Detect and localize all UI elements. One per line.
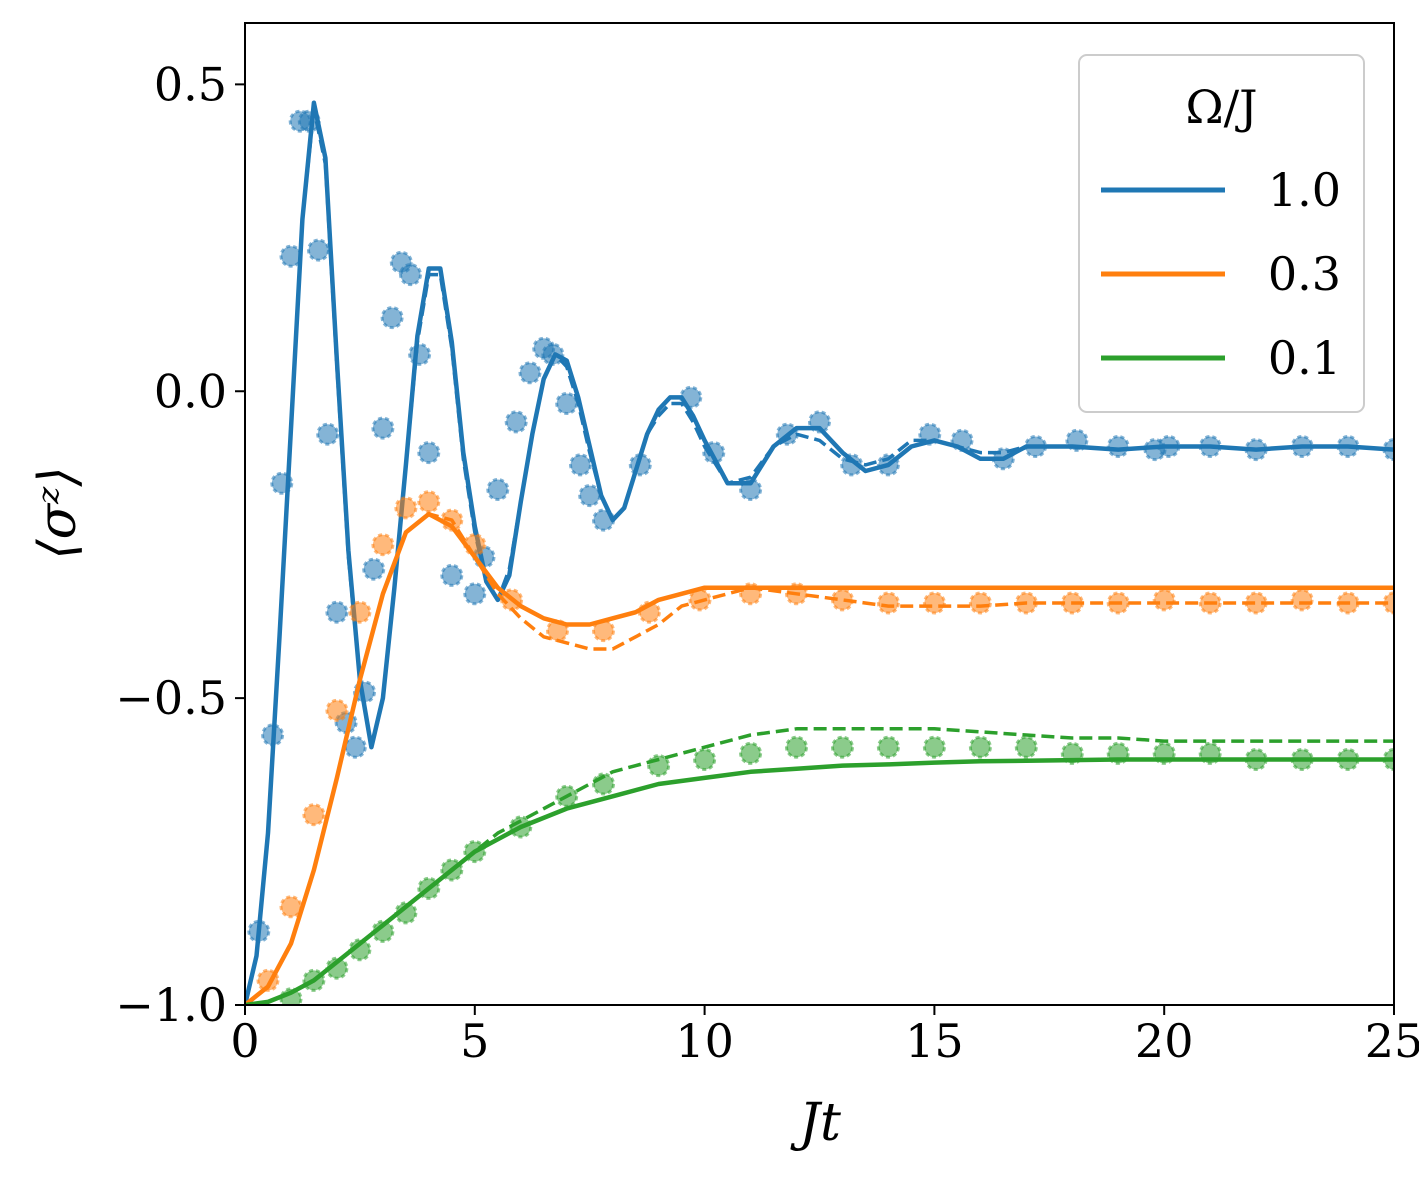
x-tick-label-4: 20 xyxy=(1135,1014,1194,1068)
y-axis-label: ⟨σᶻ⟩ xyxy=(28,466,88,559)
marker-0.3-12 xyxy=(592,619,615,643)
solid-line-1.0 xyxy=(245,100,1394,1005)
legend-label-1.0: 1.0 xyxy=(1268,163,1341,217)
marker-0.1-13 xyxy=(693,748,717,771)
x-tick-label-5: 25 xyxy=(1365,1014,1419,1068)
marker-1.0-10 xyxy=(343,735,367,759)
marker-0.3-5 xyxy=(371,533,395,557)
legend: Ω/J1.0 0.3 0.1 xyxy=(1078,54,1365,413)
x-tick-label-2: 10 xyxy=(675,1014,734,1068)
marker-0.3-20 xyxy=(968,591,992,615)
marker-0.3-2 xyxy=(302,803,326,827)
marker-1.0-28 xyxy=(569,453,592,477)
marker-1.0-6 xyxy=(307,238,330,262)
marker-0.1-20 xyxy=(1014,735,1038,759)
series-0.1 xyxy=(245,727,1394,1005)
marker-1.0-29 xyxy=(578,484,602,508)
plot-frame xyxy=(244,22,1395,1006)
solid-line-0.1 xyxy=(245,757,1394,1005)
marker-1.0-20 xyxy=(463,582,487,606)
x-tick-label-3: 15 xyxy=(905,1014,964,1068)
marker-0.3-3 xyxy=(325,698,349,722)
solid-line-0.3 xyxy=(245,511,1394,1005)
marker-1.0-12 xyxy=(362,557,386,581)
marker-0.1-15 xyxy=(785,735,808,759)
marker-1.0-17 xyxy=(408,342,432,366)
marker-1.0-8 xyxy=(325,600,349,624)
legend-label-0.3: 0.3 xyxy=(1268,247,1341,301)
marker-0.3-19 xyxy=(922,591,946,615)
series-0.3 xyxy=(245,490,1394,1005)
series-layer xyxy=(245,100,1394,1005)
x-axis-label: Jt xyxy=(790,1093,841,1153)
marker-0.3-6 xyxy=(394,496,418,520)
marker-1.0-16 xyxy=(399,263,422,287)
marker-0.3-27 xyxy=(1290,588,1314,612)
marker-1.0-18 xyxy=(417,441,441,465)
marker-1.0-24 xyxy=(518,361,542,385)
y-tick-label-3: 0.5 xyxy=(154,57,227,111)
marker-1.0-23 xyxy=(504,410,528,434)
axes-layer: 0 5 10 15 20 25 −1.0 −0.5 0.0 0.5 xyxy=(115,22,1419,1068)
y-tick-label-2: 0.0 xyxy=(154,364,227,418)
marker-0.3-18 xyxy=(876,591,900,615)
marker-1.0-19 xyxy=(440,563,464,587)
marker-1.0-22 xyxy=(486,478,510,501)
series-1.0 xyxy=(245,100,1394,1005)
y-tick-label-1: −0.5 xyxy=(115,671,227,725)
marker-1.0-13 xyxy=(371,416,395,440)
marker-0.3-7 xyxy=(417,490,441,514)
x-tick-label-0: 0 xyxy=(230,1014,259,1068)
marker-0.1-17 xyxy=(876,735,900,759)
marker-0.3-24 xyxy=(1152,588,1176,612)
marker-0.1-16 xyxy=(831,735,854,759)
marker-0.1-19 xyxy=(968,735,992,759)
y-tick-label-0: −1.0 xyxy=(115,978,227,1032)
legend-title: Ω/J xyxy=(1185,80,1257,134)
marker-0.1-14 xyxy=(739,741,763,765)
marker-1.0-44 xyxy=(1106,435,1130,458)
marker-1.0-7 xyxy=(316,422,340,446)
legend-label-0.1: 0.1 xyxy=(1268,331,1341,385)
x-tick-label-1: 5 xyxy=(460,1014,489,1068)
marker-1.0-27 xyxy=(555,392,579,415)
legend-box xyxy=(1078,54,1365,413)
marker-1.0-14 xyxy=(380,306,404,330)
marker-0.1-18 xyxy=(922,735,946,759)
marker-0.3-4 xyxy=(348,600,372,624)
